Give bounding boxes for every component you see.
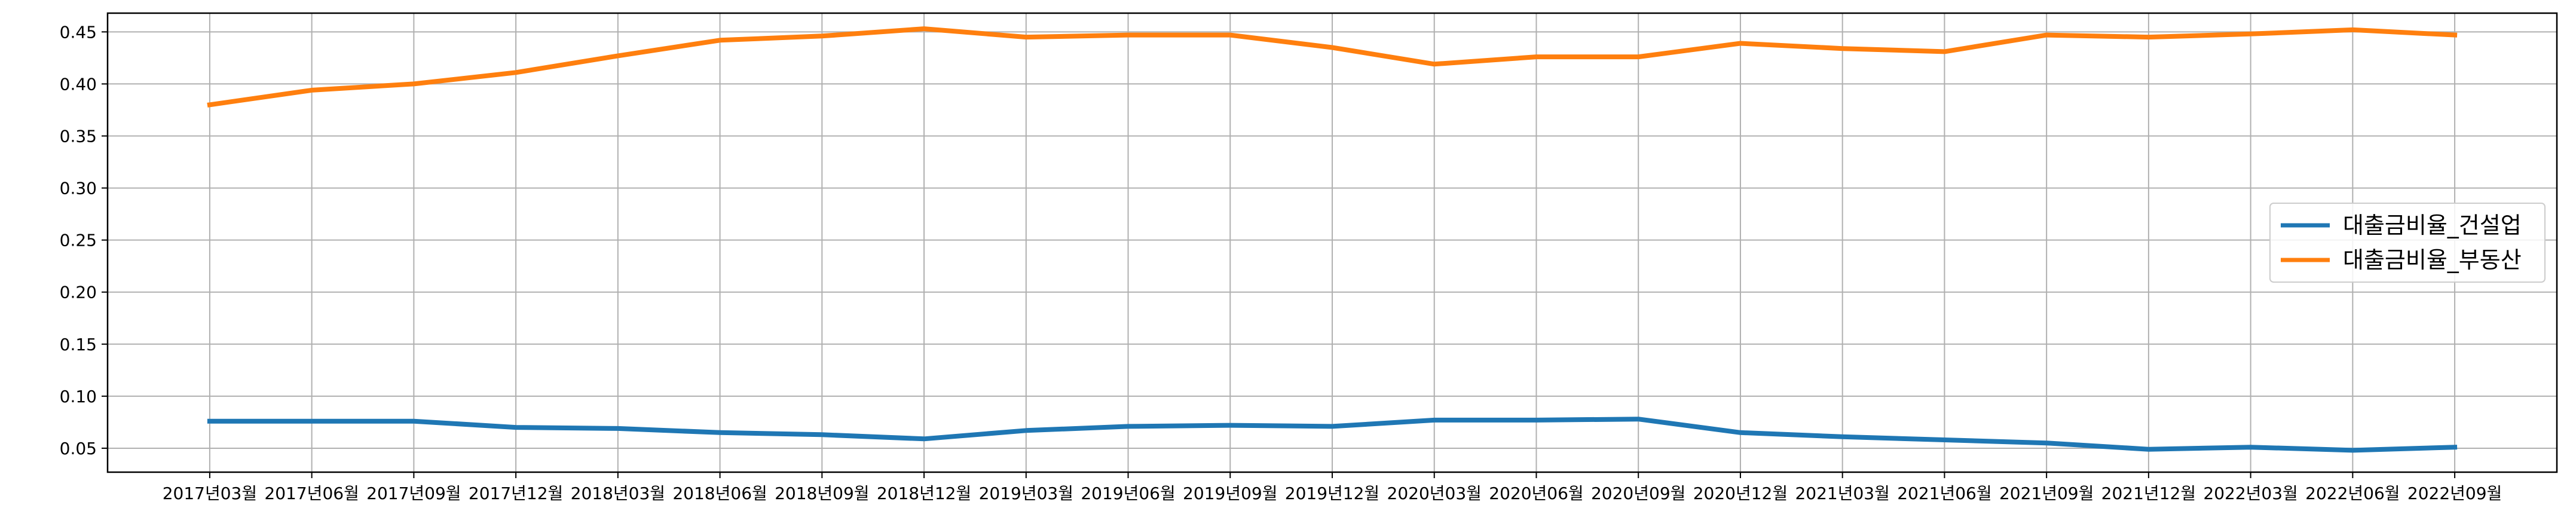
x-tick-label: 2022년03월 (2203, 484, 2297, 503)
data-point (1943, 439, 1946, 442)
data-point (2045, 442, 2048, 445)
data-point (1943, 50, 1946, 53)
data-point (1024, 429, 1027, 432)
data-point (412, 82, 415, 85)
x-tick-label: 2018년06월 (672, 484, 767, 503)
x-tick-label: 2020년03월 (1387, 484, 1482, 503)
x-tick-label: 2020년09월 (1591, 484, 1685, 503)
data-point (1229, 33, 1232, 36)
x-tick-label: 2017년03월 (163, 484, 257, 503)
x-tick-label: 2018년12월 (877, 484, 971, 503)
data-point (1024, 36, 1027, 39)
data-point (2045, 33, 2048, 36)
x-tick-label: 2021년09월 (1999, 484, 2094, 503)
data-point (2249, 446, 2252, 449)
data-point (1637, 418, 1640, 421)
y-tick-label: 0.10 (60, 387, 97, 406)
data-point (2147, 448, 2150, 451)
x-tick-label: 2019년09월 (1183, 484, 1277, 503)
data-point (515, 71, 518, 74)
data-point (1739, 431, 1742, 434)
x-tick-label: 2021년06월 (1897, 484, 1991, 503)
x-tick-label: 2022년09월 (2407, 484, 2502, 503)
data-point (718, 431, 721, 434)
data-point (821, 433, 824, 436)
x-tick-label: 2017년12월 (469, 484, 563, 503)
data-point (2147, 36, 2150, 39)
data-point (2351, 28, 2354, 31)
y-tick-label: 0.45 (60, 22, 97, 42)
data-point (1841, 47, 1844, 50)
data-point (2249, 32, 2252, 35)
data-point (821, 35, 824, 38)
data-point (923, 27, 926, 30)
legend-box (2269, 203, 2546, 283)
legend: 대출금비율_건설업 대출금비율_부동산 (2269, 203, 2546, 283)
legend-label-construction: 대출금비율_건설업 (2343, 212, 2522, 238)
data-point (923, 437, 926, 440)
y-tick-label: 0.40 (60, 74, 97, 94)
data-point (208, 103, 211, 106)
data-point (310, 88, 313, 91)
y-tick-label: 0.20 (60, 283, 97, 302)
data-point (2453, 33, 2456, 36)
x-tick-label: 2018년09월 (775, 484, 869, 503)
y-tick-label: 0.30 (60, 179, 97, 198)
data-point (1637, 56, 1640, 59)
grid (108, 13, 2557, 472)
x-tick-label: 2019년03월 (979, 484, 1073, 503)
x-tick-label: 2017년09월 (366, 484, 461, 503)
data-point (1535, 418, 1538, 421)
x-tick-label: 2020년06월 (1489, 484, 1583, 503)
y-axis-ticks: 0.05 0.10 0.15 0.20 0.25 0.30 0.35 0.40 0.45 (60, 22, 108, 458)
series-lines (207, 26, 2458, 453)
data-point (1331, 46, 1333, 49)
data-point (1127, 425, 1130, 428)
x-tick-label: 2021년12월 (2101, 484, 2196, 503)
data-point (1127, 33, 1130, 36)
legend-label-real-estate: 대출금비율_부동산 (2343, 247, 2522, 273)
data-point (515, 426, 518, 429)
x-tick-label: 2019년06월 (1081, 484, 1175, 503)
data-point (1739, 42, 1742, 45)
data-point (310, 420, 313, 423)
x-tick-label: 2020년12월 (1693, 484, 1788, 503)
data-point (1433, 418, 1436, 421)
x-tick-label: 2018년03월 (571, 484, 665, 503)
y-tick-label: 0.15 (60, 335, 97, 354)
data-point (1841, 435, 1844, 438)
data-point (208, 420, 211, 423)
data-point (1331, 425, 1333, 428)
data-point (1433, 63, 1436, 66)
data-point (1229, 424, 1232, 427)
y-tick-label: 0.35 (60, 126, 97, 146)
data-point (2351, 449, 2354, 452)
x-tick-label: 2019년12월 (1285, 484, 1379, 503)
y-tick-label: 0.05 (60, 439, 97, 458)
data-point (1535, 56, 1538, 59)
data-point (2453, 446, 2456, 449)
data-point (616, 54, 619, 57)
x-tick-label: 2022년06월 (2305, 484, 2400, 503)
x-axis-ticks: 2017년03월 2017년06월 2017년09월 2017년12월 2018년03월… (163, 472, 2502, 503)
x-tick-label: 2017년06월 (264, 484, 359, 503)
data-point (718, 39, 721, 42)
data-point (616, 427, 619, 430)
y-tick-label: 0.25 (60, 231, 97, 250)
data-point (412, 420, 415, 423)
x-tick-label: 2021년03월 (1795, 484, 1889, 503)
